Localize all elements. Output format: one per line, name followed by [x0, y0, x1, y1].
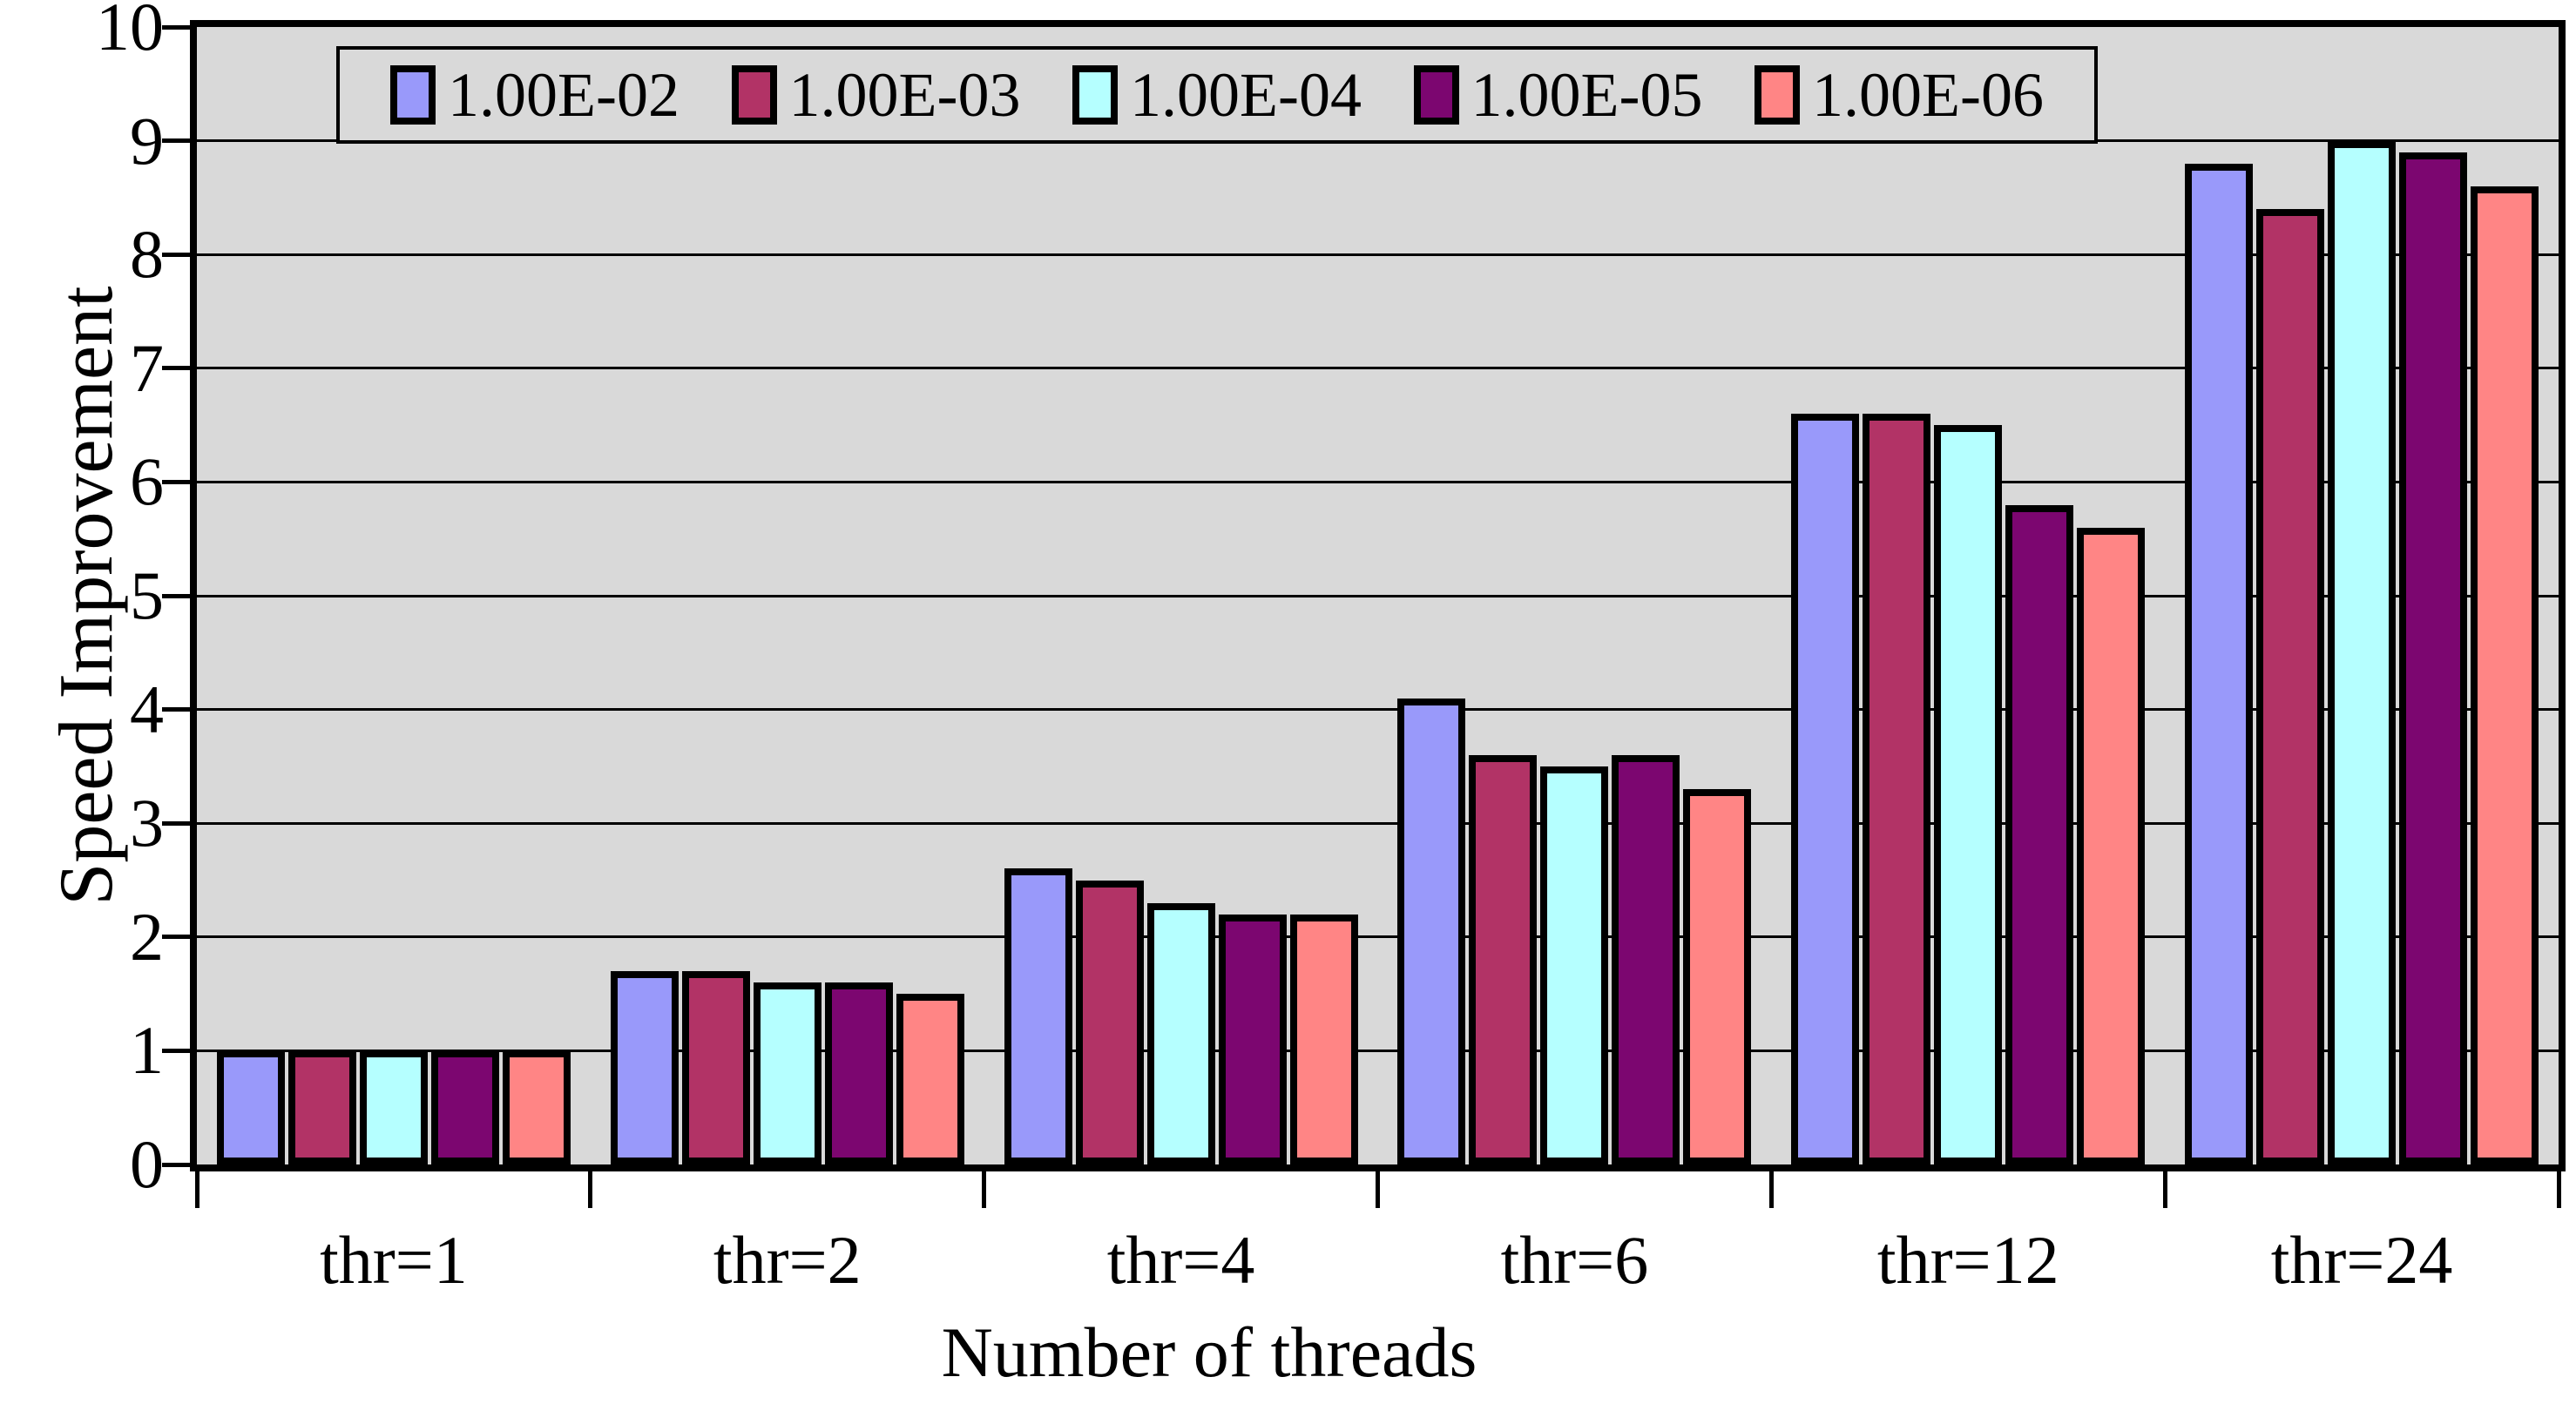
x-tick-label-thr=12: thr=12: [1876, 1222, 2059, 1298]
y-tick-5: [162, 593, 190, 598]
y-tick-label-8: 8: [130, 216, 164, 293]
bar-1.00E-06-thr=6: [1683, 789, 1752, 1164]
legend-label: 1.00E-04: [1130, 60, 1362, 130]
y-tick-6: [162, 479, 190, 484]
legend-label: 1.00E-03: [788, 60, 1021, 130]
y-tick-0: [162, 1162, 190, 1167]
bar-1.00E-06-thr=12: [2077, 527, 2146, 1164]
legend-item-1.00E-04: 1.00E-04: [1072, 64, 1362, 126]
gridline-y1: [197, 1049, 2559, 1052]
bar-1.00E-03-thr=6: [1469, 754, 1538, 1164]
bar-1.00E-03-thr=12: [1863, 414, 1931, 1164]
bar-1.00E-03-thr=24: [2256, 208, 2325, 1164]
y-tick-7: [162, 366, 190, 371]
gridline-y6: [197, 480, 2559, 483]
bar-1.00E-06-thr=4: [1289, 914, 1358, 1164]
bar-1.00E-05-thr=12: [2005, 504, 2074, 1164]
y-tick-9: [162, 138, 190, 144]
x-tick-label-thr=4: thr=4: [1106, 1222, 1255, 1298]
gridline-y7: [197, 367, 2559, 370]
bar-1.00E-04-thr=12: [1934, 425, 2003, 1164]
legend-item-1.00E-02: 1.00E-02: [390, 64, 679, 126]
y-tick-label-5: 5: [130, 557, 164, 633]
bar-1.00E-02-thr=1: [216, 1050, 285, 1164]
x-tick-label-thr=2: thr=2: [713, 1222, 862, 1298]
y-tick-label-2: 2: [130, 898, 164, 975]
legend-label: 1.00E-06: [1812, 60, 2044, 130]
bar-group-thr=1: [197, 1050, 591, 1164]
x-tick-label-thr=6: thr=6: [1500, 1222, 1649, 1298]
bar-1.00E-04-thr=2: [753, 982, 821, 1164]
gridline-y5: [197, 594, 2559, 597]
y-tick-label-10: 10: [96, 0, 164, 64]
bar-1.00E-04-thr=1: [359, 1050, 428, 1164]
x-tick-6: [2556, 1164, 2561, 1208]
bar-1.00E-06-thr=24: [2471, 186, 2539, 1164]
legend-item-1.00E-05: 1.00E-05: [1413, 60, 1703, 130]
bar-1.00E-04-thr=4: [1146, 902, 1215, 1164]
x-tick-0: [194, 1164, 199, 1208]
x-tick-2: [982, 1164, 987, 1208]
y-tick-label-1: 1: [130, 1012, 164, 1089]
bar-1.00E-05-thr=1: [430, 1050, 499, 1164]
legend-swatch-1.00E-06: [1755, 65, 1800, 125]
plot-area: 1.00E-02 1.00E-03 1.00E-04 1.00E-05 1.00E-06: [190, 20, 2566, 1171]
gridline-y8: [197, 253, 2559, 256]
y-tick-label-9: 9: [130, 102, 164, 179]
bar-1.00E-03-thr=2: [681, 970, 750, 1164]
legend-swatch-1.00E-05: [1413, 65, 1459, 125]
x-tick-label-thr=1: thr=1: [320, 1222, 468, 1298]
x-tick-label-thr=24: thr=24: [2270, 1222, 2453, 1298]
bar-group-thr=2: [591, 970, 984, 1164]
bar-1.00E-06-thr=2: [896, 994, 964, 1164]
plot-inner: 1.00E-02 1.00E-03 1.00E-04 1.00E-05 1.00E-06: [197, 27, 2559, 1164]
y-tick-label-7: 7: [130, 329, 164, 406]
bar-1.00E-06-thr=1: [502, 1050, 571, 1164]
y-tick-4: [162, 707, 190, 712]
bar-1.00E-04-thr=24: [2328, 140, 2397, 1164]
x-tick-1: [588, 1164, 593, 1208]
bar-1.00E-03-thr=4: [1075, 880, 1144, 1164]
y-tick-2: [162, 935, 190, 940]
y-tick-label-0: 0: [130, 1126, 164, 1202]
bar-1.00E-02-thr=6: [1397, 698, 1466, 1164]
x-tick-4: [1768, 1164, 1774, 1208]
gridline-y4: [197, 708, 2559, 712]
y-tick-label-6: 6: [130, 443, 164, 520]
legend-label: 1.00E-02: [448, 60, 679, 130]
bar-1.00E-05-thr=6: [1612, 754, 1680, 1164]
bar-group-thr=24: [2165, 140, 2559, 1164]
bar-1.00E-05-thr=2: [824, 982, 893, 1164]
legend-item-1.00E-06: 1.00E-06: [1755, 64, 2044, 126]
bar-1.00E-02-thr=4: [1004, 868, 1072, 1164]
bar-1.00E-05-thr=4: [1218, 914, 1287, 1164]
bar-group-thr=6: [1378, 698, 1772, 1164]
x-axis-title: Number of threads: [941, 1313, 1477, 1392]
legend: 1.00E-02 1.00E-03 1.00E-04 1.00E-05 1.00E-06: [336, 46, 2098, 144]
legend-swatch-1.00E-04: [1072, 65, 1118, 125]
bar-1.00E-03-thr=1: [287, 1050, 356, 1164]
y-tick-8: [162, 252, 190, 257]
x-tick-5: [2162, 1164, 2167, 1208]
y-tick-label-4: 4: [130, 671, 164, 747]
bar-group-thr=4: [984, 868, 1378, 1164]
legend-item-1.00E-03: 1.00E-03: [731, 60, 1021, 130]
gridline-y2: [197, 935, 2559, 939]
y-tick-1: [162, 1048, 190, 1053]
x-tick-3: [1376, 1164, 1380, 1208]
bar-1.00E-02-thr=2: [610, 970, 679, 1164]
gridline-y3: [197, 821, 2559, 825]
bar-1.00E-02-thr=12: [1791, 414, 1860, 1164]
legend-label: 1.00E-05: [1471, 60, 1703, 130]
bar-group-thr=12: [1771, 414, 2165, 1164]
bar-1.00E-05-thr=24: [2399, 152, 2468, 1164]
y-tick-10: [162, 24, 190, 30]
bar-1.00E-02-thr=24: [2185, 163, 2254, 1164]
y-tick-3: [162, 820, 190, 826]
y-tick-label-3: 3: [130, 785, 164, 861]
legend-swatch-1.00E-02: [390, 65, 436, 125]
bar-1.00E-04-thr=6: [1540, 766, 1609, 1164]
legend-swatch-1.00E-03: [731, 65, 777, 125]
